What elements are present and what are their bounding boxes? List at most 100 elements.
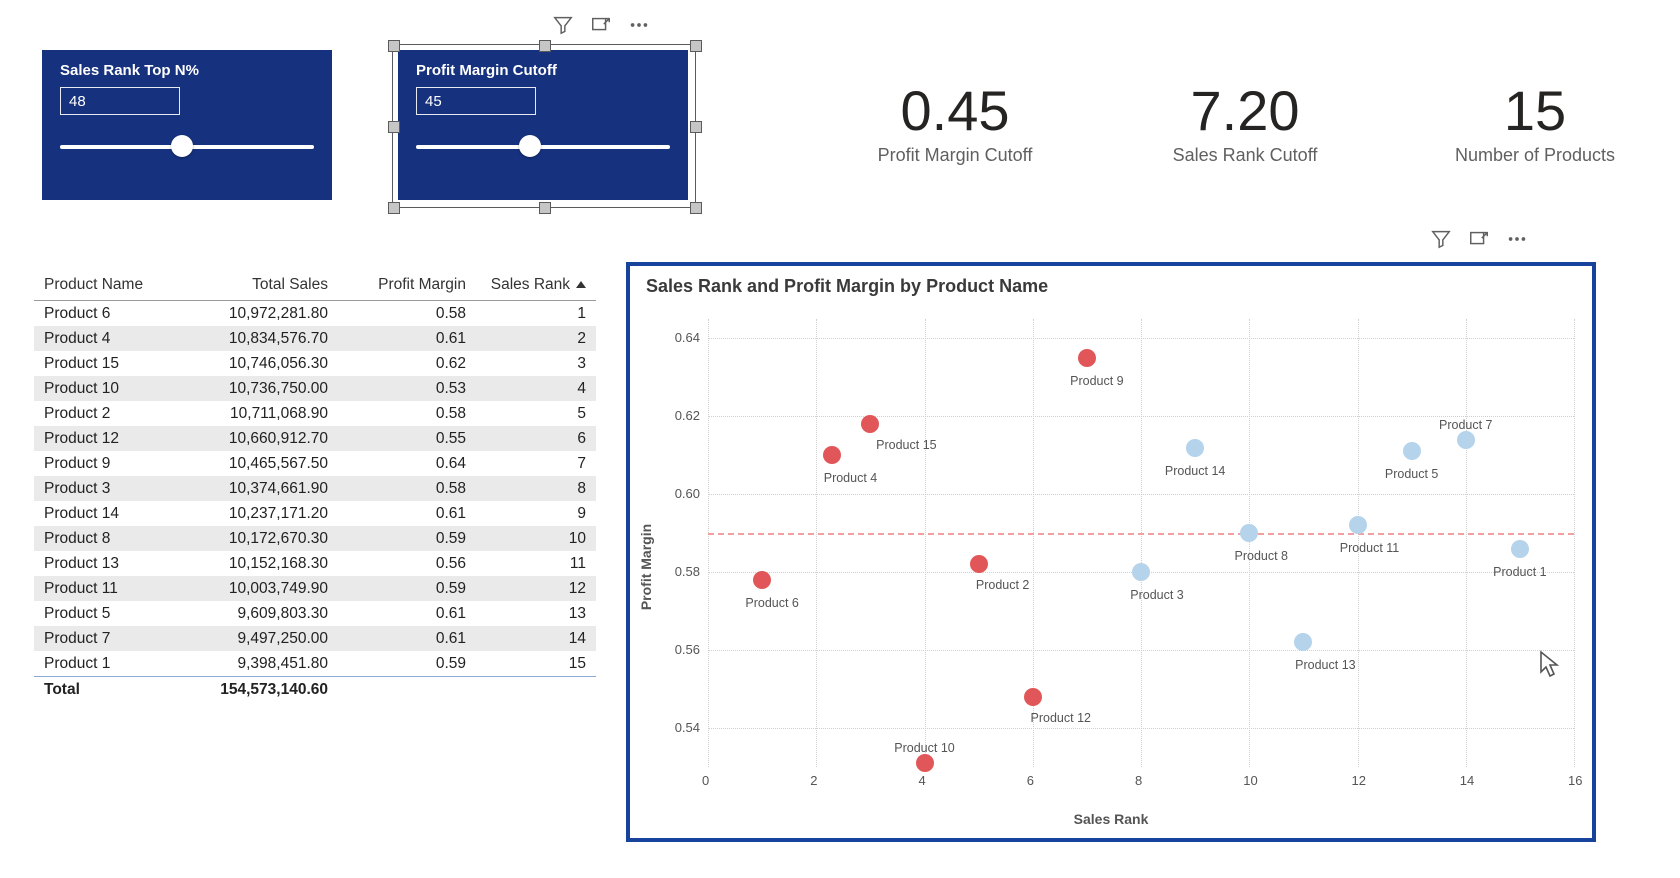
table-cell: Product 3 [34, 476, 178, 501]
table-row[interactable]: Product 210,711,068.900.585 [34, 401, 596, 426]
data-point[interactable] [1078, 349, 1096, 367]
table-cell: Product 2 [34, 401, 178, 426]
data-point-label: Product 5 [1385, 467, 1439, 481]
data-point[interactable] [1186, 439, 1204, 457]
kpi-label: Sales Rank Cutoff [1130, 145, 1360, 166]
table-row[interactable]: Product 1510,746,056.300.623 [34, 351, 596, 376]
data-point[interactable] [970, 555, 988, 573]
table-cell: Product 10 [34, 376, 178, 401]
plot-area[interactable]: Product 6Product 4Product 15Product 10Pr… [708, 319, 1574, 767]
table-cell: 7 [476, 451, 596, 476]
more-options-icon[interactable] [628, 14, 650, 36]
table-row[interactable]: Product 1010,736,750.000.534 [34, 376, 596, 401]
y-tick-label: 0.64 [660, 330, 700, 345]
table-cell: 12 [476, 576, 596, 601]
table-cell: 10,711,068.90 [178, 401, 338, 426]
kpi-label: Profit Margin Cutoff [840, 145, 1070, 166]
table-cell: 10,237,171.20 [178, 501, 338, 526]
table-cell: 10,172,670.30 [178, 526, 338, 551]
data-point[interactable] [1132, 563, 1150, 581]
y-axis-title: Profit Margin [638, 524, 654, 610]
table-cell: 10,746,056.30 [178, 351, 338, 376]
table-row[interactable]: Product 1210,660,912.700.556 [34, 426, 596, 451]
data-point-label: Product 1 [1493, 565, 1547, 579]
data-point[interactable] [1240, 524, 1258, 542]
table-cell: 0.61 [338, 626, 476, 651]
column-header[interactable]: Product Name [34, 270, 178, 301]
kpi-value: 0.45 [840, 78, 1070, 143]
x-tick-label: 14 [1460, 773, 1474, 788]
data-point-label: Product 10 [894, 741, 954, 755]
table-cell: 9,497,250.00 [178, 626, 338, 651]
slider-thumb[interactable] [171, 135, 193, 157]
x-tick-label: 2 [810, 773, 817, 788]
column-header[interactable]: Sales Rank [476, 270, 596, 301]
table-row[interactable]: Product 610,972,281.800.581 [34, 301, 596, 327]
more-options-icon[interactable] [1506, 228, 1528, 250]
column-header[interactable]: Total Sales [178, 270, 338, 301]
y-tick-label: 0.58 [660, 564, 700, 579]
data-point[interactable] [1294, 633, 1312, 651]
kpi-profit-margin-cutoff[interactable]: 0.45Profit Margin Cutoff [840, 78, 1070, 166]
table-total-row: Total154,573,140.60 [34, 677, 596, 703]
table-cell: 9,398,451.80 [178, 651, 338, 677]
table-row[interactable]: Product 310,374,661.900.588 [34, 476, 596, 501]
chart-title: Sales Rank and Profit Margin by Product … [630, 266, 1592, 301]
slicer-value[interactable]: 48 [60, 87, 180, 115]
table-row[interactable]: Product 910,465,567.500.647 [34, 451, 596, 476]
table-row[interactable]: Product 1410,237,171.200.619 [34, 501, 596, 526]
scatter-chart[interactable]: Sales Rank and Profit Margin by Product … [626, 262, 1596, 842]
product-table[interactable]: Product NameTotal SalesProfit MarginSale… [34, 270, 596, 702]
filter-icon[interactable] [552, 14, 574, 36]
slider-track[interactable] [416, 145, 670, 149]
data-point[interactable] [1457, 431, 1475, 449]
focus-mode-icon[interactable] [590, 14, 612, 36]
data-point[interactable] [1511, 540, 1529, 558]
table-row[interactable]: Product 79,497,250.000.6114 [34, 626, 596, 651]
table-cell: 10,003,749.90 [178, 576, 338, 601]
visual-header [552, 14, 650, 36]
table-row[interactable]: Product 1110,003,749.900.5912 [34, 576, 596, 601]
table-cell: 0.53 [338, 376, 476, 401]
slider-thumb[interactable] [519, 135, 541, 157]
table-cell: 15 [476, 651, 596, 677]
data-point-label: Product 13 [1295, 658, 1355, 672]
data-point[interactable] [1403, 442, 1421, 460]
x-axis-title: Sales Rank [630, 811, 1592, 827]
data-point[interactable] [1349, 516, 1367, 534]
table-cell: 0.58 [338, 401, 476, 426]
slicer-title: Profit Margin Cutoff [416, 62, 670, 79]
table-cell: 0.59 [338, 576, 476, 601]
table-cell: 0.55 [338, 426, 476, 451]
focus-mode-icon[interactable] [1468, 228, 1490, 250]
data-point[interactable] [916, 754, 934, 772]
kpi-value: 7.20 [1130, 78, 1360, 143]
table-cell: 0.61 [338, 501, 476, 526]
data-point[interactable] [861, 415, 879, 433]
filter-icon[interactable] [1430, 228, 1452, 250]
table-row[interactable]: Product 59,609,803.300.6113 [34, 601, 596, 626]
table-row[interactable]: Product 1310,152,168.300.5611 [34, 551, 596, 576]
data-point[interactable] [823, 446, 841, 464]
table-row[interactable]: Product 410,834,576.700.612 [34, 326, 596, 351]
table-cell: 10,152,168.30 [178, 551, 338, 576]
table-cell: 0.61 [338, 601, 476, 626]
kpi-sales-rank-cutoff[interactable]: 7.20Sales Rank Cutoff [1130, 78, 1360, 166]
visual-header [1430, 228, 1528, 250]
slicer-profit-margin[interactable]: Profit Margin Cutoff 45 [398, 50, 688, 200]
table-cell: Product 5 [34, 601, 178, 626]
slicer-sales-rank[interactable]: Sales Rank Top N% 48 [42, 50, 332, 200]
column-header[interactable]: Profit Margin [338, 270, 476, 301]
table-row[interactable]: Product 19,398,451.800.5915 [34, 651, 596, 677]
table-cell: Product 8 [34, 526, 178, 551]
data-point[interactable] [753, 571, 771, 589]
data-point[interactable] [1024, 688, 1042, 706]
kpi-number-of-products[interactable]: 15Number of Products [1420, 78, 1650, 166]
table-cell: 8 [476, 476, 596, 501]
slicer-value[interactable]: 45 [416, 87, 536, 115]
table-cell: 10 [476, 526, 596, 551]
table-row[interactable]: Product 810,172,670.300.5910 [34, 526, 596, 551]
table-cell: 10,660,912.70 [178, 426, 338, 451]
table-cell: Product 15 [34, 351, 178, 376]
cursor-icon [1538, 650, 1562, 683]
